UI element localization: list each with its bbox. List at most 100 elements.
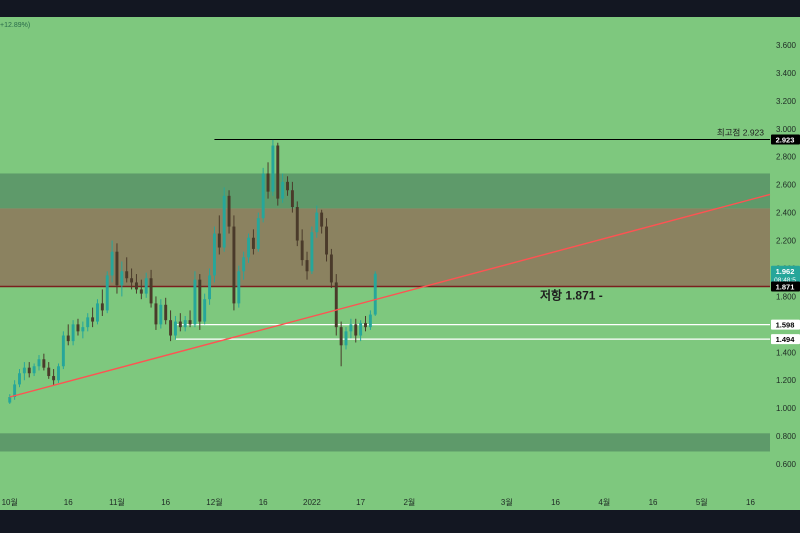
x-tick-label: 16 (746, 498, 755, 507)
candle-body (164, 304, 168, 321)
chart-panel[interactable]: 3.600 3.400 3.200 3.000 2.800 2.600 2.400 2.200… (0, 17, 800, 510)
bottom-toolbar-strip (0, 510, 800, 533)
x-tick-label: 2월 (403, 497, 415, 507)
price-tag-bg (771, 265, 800, 284)
trendline (9, 193, 771, 398)
candle-body (300, 240, 304, 261)
candle-body (329, 254, 333, 283)
candle-body (154, 303, 158, 325)
x-tick-label: 10월 (2, 497, 18, 507)
price-change-text: +12.89%) (0, 22, 30, 29)
candle-body (256, 218, 260, 249)
candle-body (91, 317, 95, 322)
ath-label: 최고점 2.923 (717, 128, 764, 138)
candle-body (349, 324, 353, 332)
candle-body (81, 327, 85, 332)
candle-body (27, 367, 31, 374)
candle-body (42, 359, 46, 368)
y-tick-label: 0.800 (776, 432, 797, 441)
candle-body (120, 271, 124, 286)
candle-body (359, 322, 363, 336)
lower-demand-zone (0, 433, 770, 452)
x-tick-label: 11월 (109, 497, 125, 507)
y-tick-label: 2.200 (776, 237, 797, 246)
candle-body (22, 367, 26, 374)
x-tick-label: 12월 (206, 497, 222, 507)
y-tick-label: 2.800 (776, 153, 797, 162)
candle-body (32, 366, 36, 374)
y-tick-label: 2.600 (776, 181, 797, 190)
candle-body (178, 321, 182, 328)
candle-body (344, 331, 348, 346)
candle-body (320, 212, 324, 227)
candle-body (57, 366, 60, 381)
candle-body (203, 299, 207, 322)
candle-body (247, 237, 251, 258)
candle-body (66, 335, 70, 342)
price-tag-label: 1.962 (776, 267, 795, 276)
x-tick-label: 16 (64, 498, 73, 507)
price-tag-bg (771, 134, 800, 145)
price-tag-label: 2.923 (776, 136, 795, 145)
x-tick-label: 5월 (696, 497, 708, 507)
y-tick-label: 1.200 (776, 376, 797, 385)
price-tag-label: 1.598 (776, 321, 795, 330)
candle-body (286, 181, 289, 191)
candle-body (334, 282, 338, 328)
candle-body (61, 335, 65, 367)
candle-body (169, 320, 173, 336)
candle-body (261, 173, 265, 219)
candle-body (266, 173, 270, 192)
x-tick-label: 17 (356, 498, 365, 507)
candle-body (37, 359, 41, 367)
candle-body (237, 271, 241, 304)
y-tick-label: 1.000 (776, 404, 797, 413)
candle-body (159, 304, 163, 325)
candle-body (105, 275, 109, 311)
price-tag-label: 1.494 (776, 335, 796, 344)
y-tick-label: 3.000 (776, 125, 797, 134)
candle-body (139, 289, 143, 294)
x-tick-label: 16 (649, 498, 658, 507)
candle-body (96, 303, 99, 322)
candle-body (276, 145, 280, 199)
candle-body (325, 226, 328, 255)
x-tick-label: 16 (259, 498, 268, 507)
candle-body (227, 195, 231, 227)
candle-body (290, 190, 294, 207)
candle-body (130, 278, 134, 283)
x-tick-label: 16 (161, 498, 170, 507)
x-tick-label: 16 (551, 498, 560, 507)
candle-body (86, 317, 90, 328)
candle-body (208, 275, 212, 300)
top-toolbar-strip (0, 0, 800, 17)
candle-body (47, 367, 51, 377)
candle-body (295, 207, 299, 241)
candle-body (271, 145, 275, 192)
price-tag-bg (771, 334, 800, 345)
y-tick-label: 2.400 (776, 209, 797, 218)
price-tag-label: 1.871 (776, 282, 795, 291)
candle-body (115, 251, 119, 286)
candle-body (52, 376, 56, 381)
candle-body (354, 324, 358, 336)
candle-body (217, 233, 221, 248)
y-tick-label: 3.600 (776, 41, 797, 50)
candle-body (8, 397, 12, 403)
candle-body (281, 181, 285, 199)
candle-body (198, 279, 202, 322)
candle-body (100, 303, 104, 311)
candle-body (18, 373, 21, 385)
y-tick-label: 3.200 (776, 97, 797, 106)
candle-body (242, 257, 246, 272)
price-tag-bg (771, 281, 800, 292)
price-chart[interactable]: 3.600 3.400 3.200 3.000 2.800 2.600 2.400 2.200… (0, 17, 800, 510)
candle-body (110, 251, 114, 276)
y-tick-label: 0.600 (776, 460, 797, 469)
x-tick-label: 2022 (303, 498, 321, 507)
candle-body (212, 233, 216, 276)
candle-body (373, 273, 377, 315)
upper-supply-zone (0, 173, 770, 209)
candle-body (144, 278, 148, 294)
candle-body (173, 321, 177, 336)
